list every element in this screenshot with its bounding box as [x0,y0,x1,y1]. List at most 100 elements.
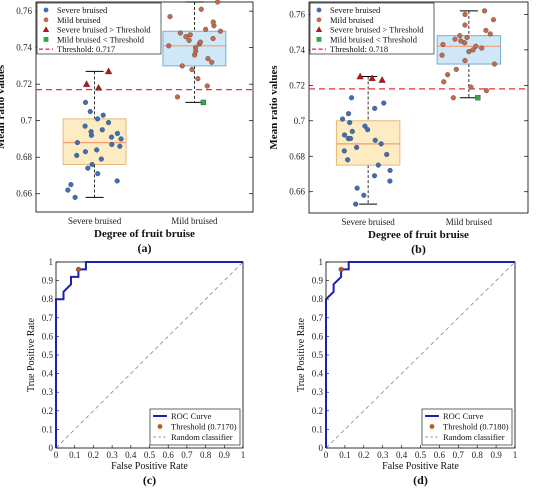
x-axis-label: Degree of fruit bruise [94,228,195,240]
random-classifier-line [325,261,516,449]
x-tick-label: 0.2 [358,450,369,460]
mild-point [177,30,183,36]
mild-point [210,35,216,42]
x-tick-label: 0.9 [490,450,502,460]
severe-point [381,100,387,106]
severe-point [349,128,355,134]
below-threshold-marker [475,95,481,101]
severe-point [345,111,352,117]
panel-label: (d) [413,473,428,487]
mild-point [473,43,479,49]
x-tick-label: 0.5 [415,450,427,460]
x-category-label: Mild bruised [446,217,493,227]
panel-label: (b) [411,242,426,256]
mild-point [193,45,199,51]
severe-point [354,144,360,150]
severe-point [117,143,123,149]
legend-label: Mild bruised < Threshold [57,34,145,44]
roc-panel-3: 00 0.1 0.1 0.2 0.2 0.3 0.3 0.4 0.4 0.5 0.5 0.6 0.6 0.… [296,257,517,487]
mild-point [189,67,195,73]
x-tick-label: 0.7 [453,450,465,460]
legend-label: Threshold (0.7170) [171,422,237,432]
x-tick-label: 0.9 [219,450,231,460]
severe-point [87,109,93,115]
severe-point [365,127,371,133]
legend-box [309,2,435,55]
y-tick-label: 0.8 [312,294,324,304]
above-threshold-marker [94,83,103,91]
severe-point [74,152,80,158]
y-tick-label: 0.68 [289,151,305,161]
mild-point [458,38,464,44]
severe-point [384,151,390,158]
severe-point [82,149,88,155]
y-tick-label: 0.5 [312,350,324,360]
severe-point [372,105,378,111]
mild-point [468,84,474,90]
y-axis-label: True Positive Rate [296,317,307,392]
threshold-point [75,266,81,272]
below-threshold-marker [200,99,207,106]
x-category-label: Mild bruised [171,216,218,226]
x-tick-label: 1 [513,450,518,460]
panel-label: (a) [138,241,152,255]
y-tick-label: 0.68 [16,152,32,162]
severe-point [74,140,80,146]
mild-point [452,36,458,42]
above-threshold-marker [378,76,386,83]
mild-point [195,76,201,82]
legend-label: ROC Curve [443,411,484,421]
legend-swatch [43,17,49,23]
y-tick-label: 0.76 [289,9,305,19]
legend-label: Mild bruised [330,15,374,25]
y-tick-label: 0.9 [42,276,54,286]
x-category-label: Severe bruised [342,217,396,227]
mild-point [205,56,211,62]
legend-swatch [43,7,49,13]
x-tick-label: 0.3 [106,450,118,460]
x-axis-label: Degree of fruit bruise [368,229,469,241]
legend-label: Severe bruised [57,5,108,15]
y-tick-label: 0.1 [312,424,323,434]
severe-point [95,171,101,177]
severe-point [387,167,393,173]
x-tick-label: 0 [54,450,59,460]
y-tick-label: 1 [319,257,324,267]
legend-label: ROC Curve [171,411,212,421]
legend-label: Severe bruised [330,5,381,15]
x-axis-label: False Positive Rate [111,461,188,472]
legend-box [421,408,513,446]
severe-point [387,178,393,184]
mild-point [440,42,446,48]
y-tick-label: 0.74 [289,45,305,55]
severe-point [353,201,359,207]
y-tick-label: 0.7 [294,116,306,126]
severe-point [340,116,346,122]
severe-point [105,119,112,126]
legend-swatch [429,424,435,429]
legend-swatch [157,424,163,429]
mild-point [215,0,221,5]
severe-point [348,135,354,142]
mild-point [197,39,203,45]
severe-point [94,147,100,153]
severe-point [99,127,105,133]
above-threshold-marker [104,67,113,75]
legend-label: Mild bruised < Threshold [330,34,418,44]
roc-curve [55,261,243,448]
legend-swatch [316,7,322,13]
above-threshold-marker [356,72,364,80]
severe-point [378,141,384,147]
x-tick-label: 0.6 [434,450,446,460]
y-tick-label: 0.66 [16,189,32,199]
legend-label: Random classifier [443,432,505,442]
mild-point [198,6,204,12]
severe-point [118,136,124,142]
legend-swatch [315,26,323,32]
severe-point [109,141,115,147]
legend-swatch [42,26,50,32]
y-tick-label: 0.74 [16,43,32,53]
x-tick-label: 0.7 [181,450,193,460]
